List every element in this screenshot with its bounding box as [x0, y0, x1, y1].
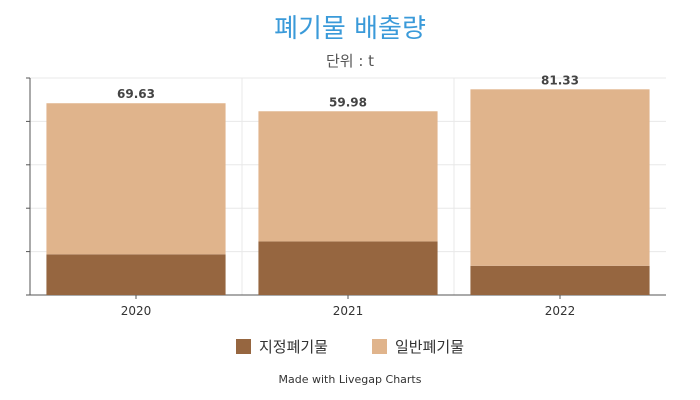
data-label-series2-2021: 59.98 [329, 95, 367, 109]
x-tick-label-2020: 2020 [121, 304, 152, 318]
x-tick-label-2022: 2022 [545, 304, 576, 318]
chart-title: 폐기물 배출량 [274, 14, 426, 44]
bar-series1-2022 [470, 265, 650, 295]
legend-item-series1[interactable]: 지정폐기물 [235, 336, 328, 357]
legend-swatch-series2 [372, 339, 387, 354]
bar-series2-2022 [470, 89, 650, 266]
bar-series1-2020 [46, 254, 226, 295]
credit-text: Made with Livegap Charts [278, 373, 422, 386]
bar-series1-2021 [258, 241, 438, 295]
bar-series2-2021 [258, 111, 438, 242]
legend-label-series1: 지정폐기물 [258, 338, 328, 356]
chart-subtitle: 단위 : t [325, 52, 375, 70]
legend-item-series2[interactable]: 일반폐기물 [372, 336, 464, 357]
data-label-series2-2022: 81.33 [541, 73, 579, 87]
legend-label-series2: 일반폐기물 [395, 338, 465, 356]
legend-swatch-series1 [235, 339, 251, 354]
x-tick-label-2021: 2021 [333, 304, 364, 318]
bar-series2-2020 [46, 103, 226, 255]
legend: 지정폐기물 일반폐기물 [0, 336, 700, 357]
data-label-series2-2020: 69.63 [117, 87, 155, 101]
